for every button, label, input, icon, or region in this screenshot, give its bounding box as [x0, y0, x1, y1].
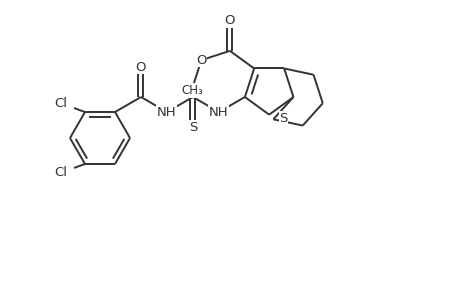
Text: S: S [279, 112, 287, 125]
Text: CH₃: CH₃ [181, 84, 202, 97]
Text: O: O [224, 14, 235, 27]
Text: O: O [196, 54, 206, 67]
Text: O: O [135, 61, 146, 74]
Text: Cl: Cl [54, 167, 67, 179]
Text: NH: NH [209, 106, 228, 118]
Text: S: S [188, 121, 197, 134]
Text: Cl: Cl [54, 97, 67, 110]
Text: NH: NH [157, 106, 176, 118]
